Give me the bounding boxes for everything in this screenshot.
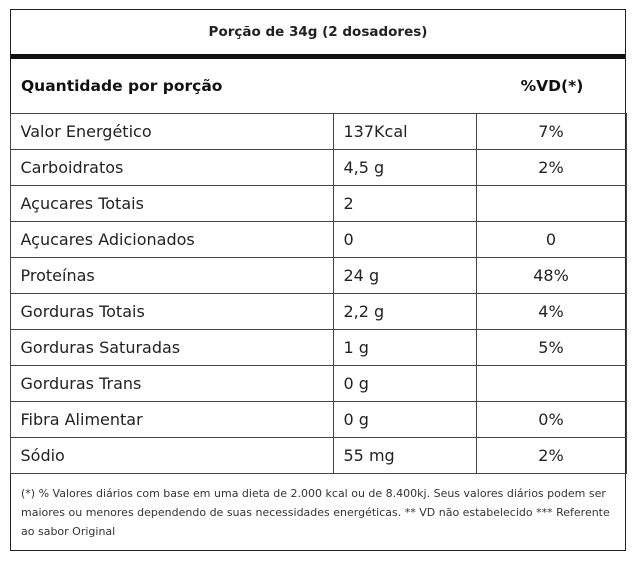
table-row: Fibra Alimentar 0 g 0% [9, 401, 627, 438]
nutrient-name: Açucares Adicionados [9, 221, 334, 258]
table-row: Gorduras Trans 0 g [9, 365, 627, 402]
nutrient-name: Gorduras Trans [9, 365, 334, 402]
nutrient-vd: 2% [475, 149, 627, 186]
nutrient-name: Gorduras Saturadas [9, 329, 334, 366]
nutrient-amount: 2 [332, 185, 477, 222]
nutrient-amount: 0 [332, 221, 477, 258]
nutrient-amount: 1 g [332, 329, 477, 366]
nutrition-facts-panel: Porção de 34g (2 dosadores) Quantidade p… [9, 9, 627, 551]
nutrient-vd: 2% [475, 437, 627, 474]
table-row: Açucares Adicionados 0 0 [9, 221, 627, 258]
nutrient-vd: 4% [475, 293, 627, 330]
nutrient-name: Gorduras Totais [9, 293, 334, 330]
header-vd-label: %VD(*) [520, 77, 584, 95]
table-row: Proteínas 24 g 48% [9, 257, 627, 294]
nutrient-vd: 0 [475, 221, 627, 258]
table-row: Gorduras Totais 2,2 g 4% [9, 293, 627, 330]
nutrient-amount: 2,2 g [332, 293, 477, 330]
table-header: Quantidade por porção %VD(*) [11, 59, 625, 113]
nutrient-name: Proteínas [9, 257, 334, 294]
table-row: Carboidratos 4,5 g 2% [9, 149, 627, 186]
table-row: Açucares Totais 2 [9, 185, 627, 222]
table-row: Sódio 55 mg 2% [9, 437, 627, 474]
table-row: Gorduras Saturadas 1 g 5% [9, 329, 627, 366]
table-row: Valor Energético 137Kcal 7% [9, 113, 627, 150]
nutrient-amount: 0 g [332, 401, 477, 438]
nutrient-amount: 24 g [332, 257, 477, 294]
nutrient-amount: 0 g [332, 365, 477, 402]
nutrition-table: Valor Energético 137Kcal 7% Carboidratos… [9, 113, 627, 474]
nutrient-name: Açucares Totais [9, 185, 334, 222]
nutrient-vd: 0% [475, 401, 627, 438]
nutrient-vd: 5% [475, 329, 627, 366]
nutrient-vd: 7% [475, 113, 627, 150]
nutrient-vd: 48% [475, 257, 627, 294]
nutrient-name: Fibra Alimentar [9, 401, 334, 438]
nutrient-name: Sódio [9, 437, 334, 474]
nutrient-amount: 4,5 g [332, 149, 477, 186]
nutrient-amount: 137Kcal [332, 113, 477, 150]
nutrient-vd [475, 365, 627, 402]
serving-size: Porção de 34g (2 dosadores) [208, 24, 428, 40]
nutrient-name: Carboidratos [9, 149, 334, 186]
nutrient-amount: 55 mg [332, 437, 477, 474]
header-quantity-label: Quantidade por porção [21, 77, 223, 95]
nutrient-vd [475, 185, 627, 222]
nutrient-name: Valor Energético [9, 113, 334, 150]
thick-divider [11, 54, 625, 59]
footnote: (*) % Valores diários com base em uma di… [21, 487, 610, 538]
